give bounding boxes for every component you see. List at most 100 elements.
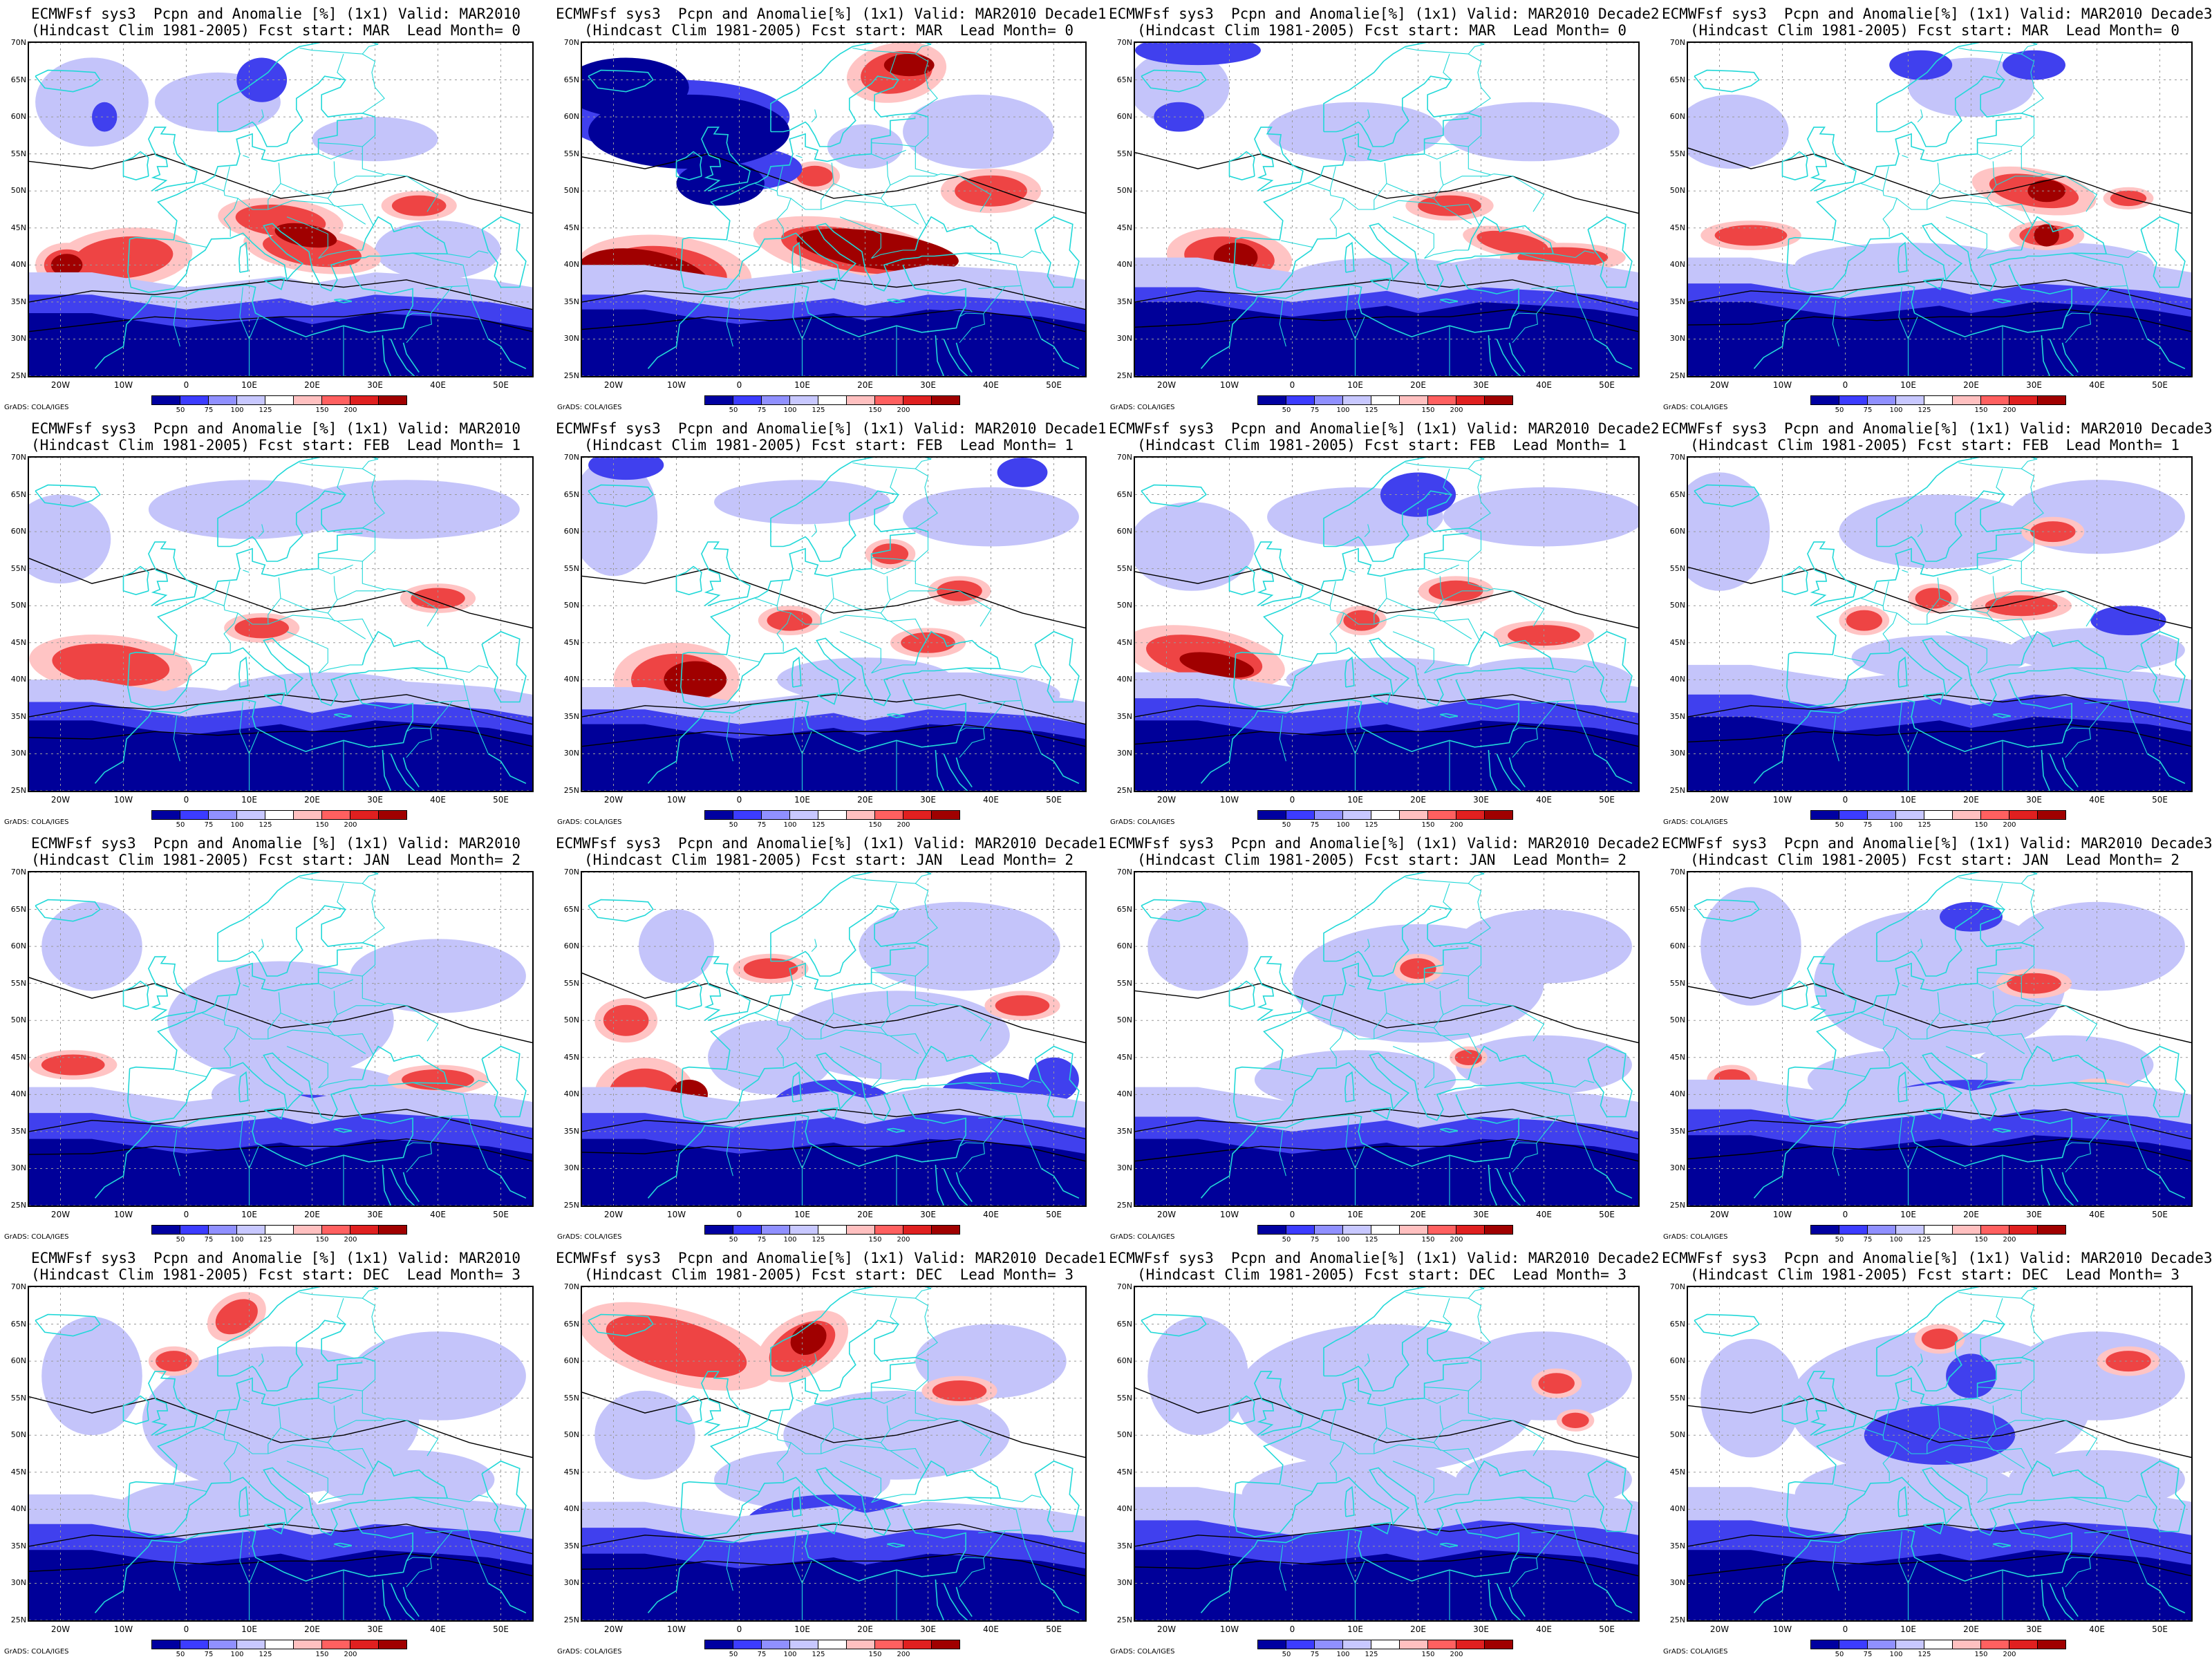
country-border	[1996, 206, 2025, 225]
country-border	[1443, 1297, 1452, 1325]
coastline	[2061, 1586, 2079, 1618]
lat-tick-label: 25N	[10, 371, 26, 380]
country-border	[755, 1012, 791, 1067]
colorbar-swatch	[931, 1225, 960, 1235]
country-border	[1343, 577, 1387, 625]
anomaly-map	[1135, 1287, 1638, 1620]
country-border	[258, 524, 265, 537]
lon-tick-label: 10E	[241, 380, 257, 390]
climatology-contour	[29, 1553, 532, 1577]
coastline	[701, 956, 751, 1021]
country-border	[726, 1130, 733, 1177]
country-border	[1386, 991, 1444, 1029]
credit-text: GrADS: COLA/IGES	[4, 404, 69, 411]
country-border	[1443, 1035, 1472, 1054]
lat-tick-label: 30N	[1669, 1163, 1685, 1173]
lon-tick-label: 30E	[367, 380, 383, 390]
lat-tick-label: 40N	[1669, 1504, 1685, 1514]
country-border	[327, 198, 335, 207]
colorbar-label: 50	[1282, 821, 1291, 829]
coastline	[1694, 484, 1760, 507]
country-border	[2106, 250, 2148, 259]
coastline	[1593, 1168, 1633, 1199]
colorbar-label: 100	[1889, 1651, 1903, 1658]
country-border	[965, 1497, 1022, 1534]
colorbar-swatch	[874, 1640, 903, 1649]
lat-tick-label: 25N	[563, 786, 579, 795]
country-border	[1977, 149, 2012, 160]
country-border	[1996, 1297, 2005, 1325]
coastline	[1922, 692, 1944, 705]
colorbar-label: 100	[230, 406, 244, 414]
well-below-normal-area	[92, 102, 118, 132]
coastline	[1587, 216, 1633, 288]
colorbar-label: 50	[1835, 821, 1844, 829]
lat-tick-label: 70N	[1116, 1282, 1132, 1291]
country-border	[2021, 561, 2044, 590]
country-border	[796, 570, 803, 573]
colorbar-swatch	[1371, 810, 1400, 820]
country-border	[792, 287, 803, 339]
lat-tick-label: 45N	[1116, 223, 1132, 232]
country-border	[412, 667, 469, 704]
coastline	[1781, 1395, 1808, 1425]
country-border	[299, 873, 379, 884]
colorbar-swatch	[1286, 395, 1315, 405]
coastline	[1233, 630, 1555, 708]
coastline	[701, 1371, 751, 1436]
lon-tick-label: 10W	[113, 1624, 133, 1634]
lat-tick-label: 25N	[1669, 1201, 1685, 1210]
coastline	[1235, 532, 1469, 655]
country-border	[1917, 1353, 1924, 1367]
country-border	[1896, 162, 1940, 210]
country-border	[1939, 576, 1997, 614]
climatology-contour	[29, 977, 532, 1044]
country-border	[2106, 1080, 2148, 1088]
coastline	[1141, 1313, 1207, 1337]
country-border	[467, 700, 489, 754]
lon-tick-label: 50E	[1599, 380, 1615, 390]
lat-tick-label: 55N	[1669, 1393, 1685, 1403]
colorbar-swatch	[789, 395, 818, 405]
coastline	[771, 1320, 928, 1391]
lat-tick-label: 40N	[1669, 1089, 1685, 1099]
coastline	[701, 126, 751, 191]
lon-tick-label: 30E	[367, 1624, 383, 1634]
country-border	[1349, 570, 1356, 573]
country-border	[318, 979, 353, 989]
coastline	[2140, 216, 2186, 288]
country-border	[1832, 1544, 1839, 1591]
colorbar-swatch	[1867, 395, 1896, 405]
coastline	[122, 565, 149, 596]
coastline	[1877, 490, 2034, 562]
above-normal-core	[411, 588, 465, 609]
coastline	[1694, 899, 1760, 922]
country-border	[243, 155, 250, 158]
colorbar-label: 100	[1889, 406, 1903, 414]
lon-tick-label: 10W	[1219, 795, 1239, 805]
country-border	[790, 992, 834, 1040]
lat-tick-label: 30N	[10, 1163, 26, 1173]
colorbar-swatch	[1895, 1640, 1924, 1649]
coastline	[1877, 905, 2034, 977]
coastline	[1323, 458, 1485, 547]
coastline	[1788, 1362, 2022, 1485]
colorbar-swatch	[1314, 810, 1343, 820]
lat-tick-label: 55N	[563, 1393, 579, 1403]
well-below-normal-area	[588, 458, 664, 480]
country-border	[727, 655, 760, 663]
country-border	[792, 1531, 803, 1584]
lat-tick-label: 45N	[563, 223, 579, 232]
coastline	[647, 1508, 966, 1613]
lat-tick-label: 55N	[563, 563, 579, 573]
colorbar-swatch	[1895, 395, 1924, 405]
coastline	[238, 241, 249, 273]
lon-tick-label: 20W	[1156, 1210, 1177, 1219]
coastline	[1369, 1107, 1391, 1120]
coastline	[1344, 1071, 1355, 1103]
country-border	[1308, 597, 1344, 652]
colorbar-label: 125	[1918, 1651, 1931, 1658]
coastline	[1508, 1172, 1526, 1203]
lat-tick-label: 55N	[1116, 563, 1132, 573]
coastline	[402, 1586, 420, 1618]
